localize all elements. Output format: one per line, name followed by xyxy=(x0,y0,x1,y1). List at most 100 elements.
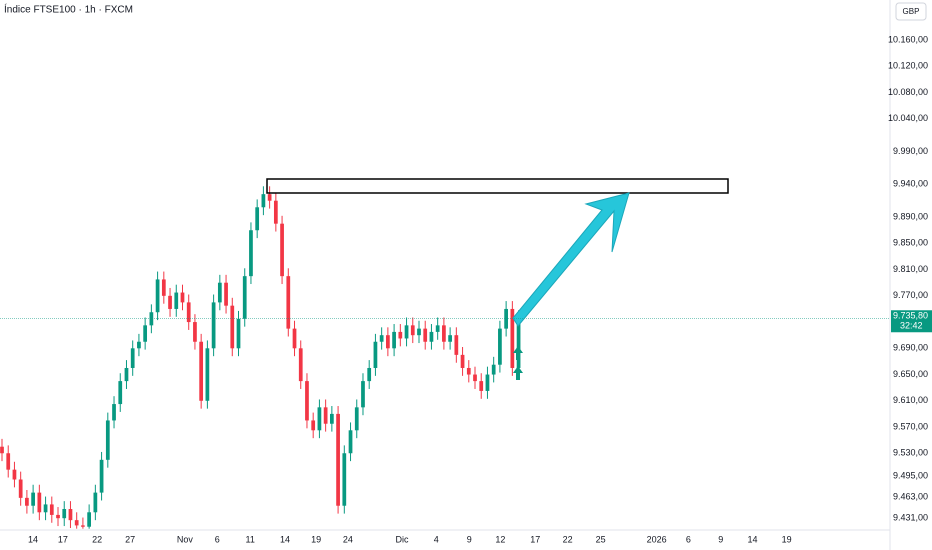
candle-body xyxy=(448,335,452,342)
x-tick-label: 6 xyxy=(686,534,691,544)
candle-body xyxy=(367,367,372,382)
y-tick-label: 9.463,00 xyxy=(893,492,928,502)
candle-body xyxy=(392,331,396,349)
last-price-label: 9.735,80 xyxy=(893,311,928,321)
candle-body xyxy=(143,325,148,342)
candle-body xyxy=(491,364,496,375)
last-price-tag xyxy=(891,310,932,333)
x-tick-label: Nov xyxy=(177,534,194,544)
x-tick-label: 9 xyxy=(718,534,723,544)
x-tick-label: 17 xyxy=(58,534,68,544)
x-tick-label: 22 xyxy=(92,534,102,544)
candle-body xyxy=(404,325,409,339)
candle-body xyxy=(516,318,521,368)
candle-body xyxy=(261,194,266,208)
candle-body xyxy=(504,308,508,329)
candle-body xyxy=(105,420,110,460)
candle-body xyxy=(155,279,160,313)
candle-body xyxy=(211,302,216,349)
x-tick-label: 2026 xyxy=(647,534,667,544)
candle-body xyxy=(93,492,98,513)
candle-body xyxy=(193,322,197,342)
x-tick-label: 12 xyxy=(495,534,505,544)
y-tick-label: 9.431,00 xyxy=(893,513,928,523)
candle-body xyxy=(280,223,284,277)
candle-body xyxy=(180,292,185,303)
y-tick-label: 9.850,00 xyxy=(893,238,928,248)
signal-arrow xyxy=(513,346,523,360)
x-tick-label: 17 xyxy=(530,534,540,544)
y-tick-label: 9.940,00 xyxy=(893,179,928,189)
y-tick-label: 10.160,00 xyxy=(888,34,928,44)
candle-body xyxy=(217,282,222,303)
x-tick-label: Dic xyxy=(396,534,409,544)
candle-body xyxy=(31,492,35,506)
x-tick-label: 19 xyxy=(782,534,792,544)
candle-body xyxy=(342,453,347,506)
currency-box[interactable] xyxy=(895,2,927,21)
candle-body xyxy=(149,312,154,326)
candle-body xyxy=(224,282,228,306)
candle-body xyxy=(454,335,459,355)
candle-body xyxy=(336,413,340,506)
y-tick-label: 9.570,00 xyxy=(893,421,928,431)
y-tick-label: 10.040,00 xyxy=(888,113,928,123)
candle-body xyxy=(255,207,260,231)
candle-body xyxy=(18,479,23,498)
candle-body xyxy=(186,302,191,323)
x-tick-label: 9 xyxy=(467,534,472,544)
zone-rectangle xyxy=(266,178,729,194)
y-tick-label: 9.610,00 xyxy=(893,395,928,405)
candle-body xyxy=(230,305,235,349)
x-tick-label: 24 xyxy=(343,534,353,544)
candle-body xyxy=(74,520,79,526)
candle-body xyxy=(354,407,359,431)
candle-body xyxy=(323,407,328,424)
candle-body xyxy=(249,230,253,277)
x-tick-label: 11 xyxy=(246,534,255,544)
candle-body xyxy=(161,279,166,296)
candle-body xyxy=(236,318,241,349)
candle-body xyxy=(43,504,48,513)
x-tick-label: 22 xyxy=(563,534,573,544)
candle-body xyxy=(386,335,390,349)
y-tick-label: 9.890,00 xyxy=(893,211,928,221)
candle-body xyxy=(242,276,247,319)
chart-title: Índice FTSE100 · 1h · FXCM xyxy=(4,3,133,16)
x-tick-label: 4 xyxy=(434,534,439,544)
candle-body xyxy=(12,469,17,480)
y-tick-label: 9.990,00 xyxy=(893,146,928,156)
candle-body xyxy=(273,200,278,224)
y-tick-label: 10.080,00 xyxy=(888,87,928,97)
candle-body xyxy=(25,497,29,506)
candle-body xyxy=(298,348,303,382)
candle-body xyxy=(130,348,135,368)
candle-body xyxy=(118,381,123,405)
candle-body xyxy=(435,325,440,332)
y-tick-label: 9.530,00 xyxy=(893,448,928,458)
currency: GBP xyxy=(903,7,920,16)
candle-body xyxy=(267,194,272,201)
candle-body xyxy=(205,348,210,401)
candle-body xyxy=(87,512,91,527)
candle-body xyxy=(174,292,179,309)
candle-body xyxy=(81,525,85,527)
candle-body xyxy=(68,509,73,521)
candle-body xyxy=(286,276,291,329)
candle-body xyxy=(62,509,67,519)
candle-body xyxy=(311,420,316,431)
target-arrow xyxy=(512,192,630,327)
candle-body xyxy=(348,430,353,454)
x-tick-label: 14 xyxy=(747,534,757,544)
x-tick-label: 25 xyxy=(596,534,606,544)
countdown: 32:42 xyxy=(900,321,923,331)
candle-body xyxy=(199,341,204,401)
x-tick-label: 14 xyxy=(280,534,290,544)
candle-body xyxy=(112,404,116,421)
candle-body xyxy=(124,367,129,382)
candle-body xyxy=(485,374,490,391)
candle-body xyxy=(361,381,365,408)
candle-body xyxy=(37,492,42,513)
